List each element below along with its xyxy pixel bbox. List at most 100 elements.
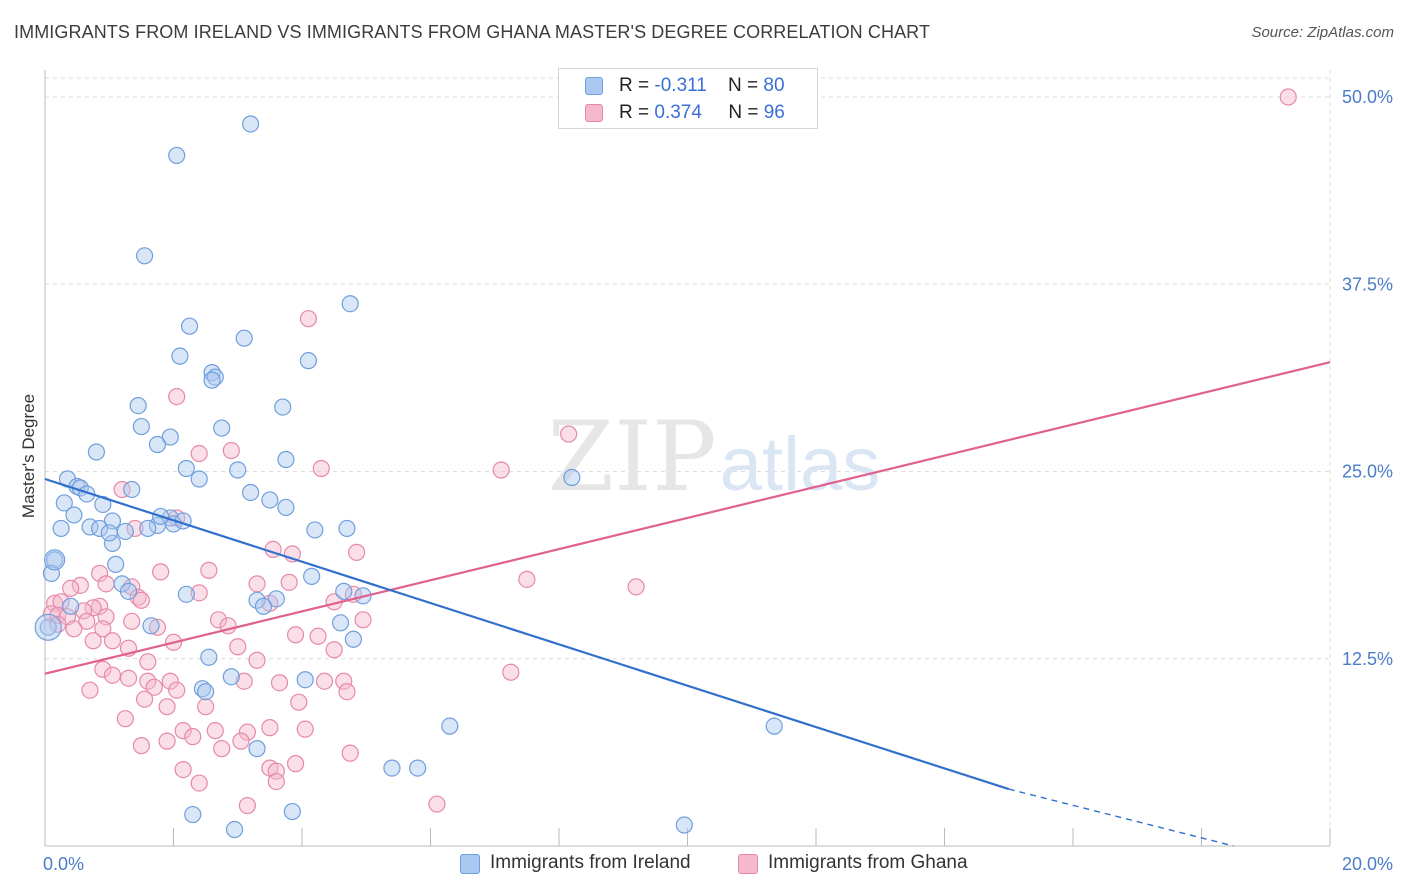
ireland-point xyxy=(52,519,70,538)
ireland-point xyxy=(177,585,195,603)
ireland-point xyxy=(203,371,221,389)
ghana-r-value: 0.374 xyxy=(654,102,702,123)
ghana-point xyxy=(286,626,305,644)
ireland-point xyxy=(213,419,231,437)
ghana-point xyxy=(129,588,147,606)
ghana-point xyxy=(312,459,330,478)
bottom-ghana-swatch xyxy=(738,854,758,874)
ireland-point xyxy=(193,680,212,698)
ghana-point xyxy=(229,638,247,656)
ghana-trend-line xyxy=(44,361,1331,675)
ireland-point xyxy=(675,816,693,834)
ireland-point xyxy=(107,555,125,573)
y-tick-label: 50.0% xyxy=(1342,87,1393,107)
ireland-point xyxy=(184,805,202,824)
ghana-point xyxy=(97,575,115,593)
ghana-point xyxy=(94,620,112,638)
ghana-point xyxy=(52,593,70,611)
ireland-r-value: -0.311 xyxy=(654,75,707,96)
ireland-point xyxy=(206,368,224,386)
ghana-point xyxy=(71,576,89,594)
ghana-point xyxy=(123,612,141,630)
ghana-point xyxy=(132,591,150,609)
ghana-point xyxy=(126,519,144,538)
ghana-point xyxy=(209,611,228,629)
ireland-point xyxy=(39,618,57,636)
ghana-point xyxy=(139,653,157,671)
stats-legend: R = -0.311 N = 80 R = 0.374 N = 96 xyxy=(558,68,818,129)
ireland-point xyxy=(46,551,64,569)
ireland-point xyxy=(267,590,285,608)
ireland-point xyxy=(277,498,295,517)
ghana-point xyxy=(222,441,240,460)
ireland-point xyxy=(55,494,73,512)
ghana-point xyxy=(560,425,578,443)
ireland-point xyxy=(331,614,350,632)
ireland-point xyxy=(148,516,167,535)
ireland-trend-line xyxy=(44,477,1010,791)
ghana-point xyxy=(267,772,285,791)
ghana-point xyxy=(81,681,99,699)
y-tick-label: 25.0% xyxy=(1342,462,1393,482)
ireland-point xyxy=(100,524,118,542)
ghana-point xyxy=(62,579,80,597)
ireland-point xyxy=(409,759,427,777)
ghana-point xyxy=(206,722,224,740)
ghana-point xyxy=(158,732,176,750)
ghana-point xyxy=(309,627,327,645)
ghana-point xyxy=(103,666,122,684)
axes xyxy=(44,70,1331,847)
ireland-point xyxy=(296,671,314,689)
ghana-point xyxy=(161,672,179,690)
ireland-point xyxy=(168,146,186,165)
ghana-point xyxy=(152,563,170,581)
ghana-point xyxy=(280,573,298,591)
ireland-point xyxy=(303,567,321,585)
bottom-ireland-swatch xyxy=(460,854,480,874)
ireland-point xyxy=(190,470,208,488)
ghana-point xyxy=(190,444,208,463)
ireland-point xyxy=(299,352,318,370)
ireland-point xyxy=(148,435,167,454)
ireland-point xyxy=(132,417,150,436)
ghana-point xyxy=(627,578,645,596)
ireland-point xyxy=(65,506,83,524)
watermark: ZIP atlas xyxy=(547,401,880,513)
ghana-point xyxy=(91,597,109,615)
ireland-point xyxy=(242,115,260,133)
ghana-point xyxy=(84,632,102,650)
source-credit: Source: ZipAtlas.com xyxy=(1251,24,1394,41)
ireland-point xyxy=(225,820,244,839)
ireland-point xyxy=(180,317,199,335)
ireland-swatch xyxy=(585,77,603,95)
ireland-point xyxy=(261,491,279,509)
ghana-point xyxy=(200,561,218,579)
ghana-point xyxy=(91,564,109,582)
ireland-point xyxy=(441,717,459,735)
ireland-point xyxy=(306,521,324,539)
ghana-point xyxy=(103,632,122,650)
ireland-point xyxy=(248,591,266,609)
ghana-point xyxy=(335,672,353,690)
ireland-point-large xyxy=(44,549,66,571)
trend-lines xyxy=(44,361,1331,847)
x-tick-label-min: 0.0% xyxy=(43,854,84,874)
ireland-point xyxy=(338,519,356,538)
ghana-point xyxy=(290,693,308,711)
ghana-point xyxy=(261,719,279,737)
ghana-point xyxy=(113,480,131,499)
ghana-point xyxy=(1279,88,1297,106)
ghana-point xyxy=(213,740,231,758)
ghana-point xyxy=(502,663,520,681)
ireland-point xyxy=(123,480,141,499)
ghana-point xyxy=(145,678,163,696)
ireland-point xyxy=(254,597,273,615)
ghana-r-label: R = xyxy=(619,102,650,123)
ireland-point xyxy=(171,347,189,365)
ghana-point xyxy=(174,722,192,740)
ghana-point xyxy=(119,669,138,687)
ghana-point xyxy=(65,620,83,638)
ireland-point xyxy=(765,717,783,735)
ireland-point xyxy=(129,396,147,415)
ghana-point xyxy=(139,672,157,690)
